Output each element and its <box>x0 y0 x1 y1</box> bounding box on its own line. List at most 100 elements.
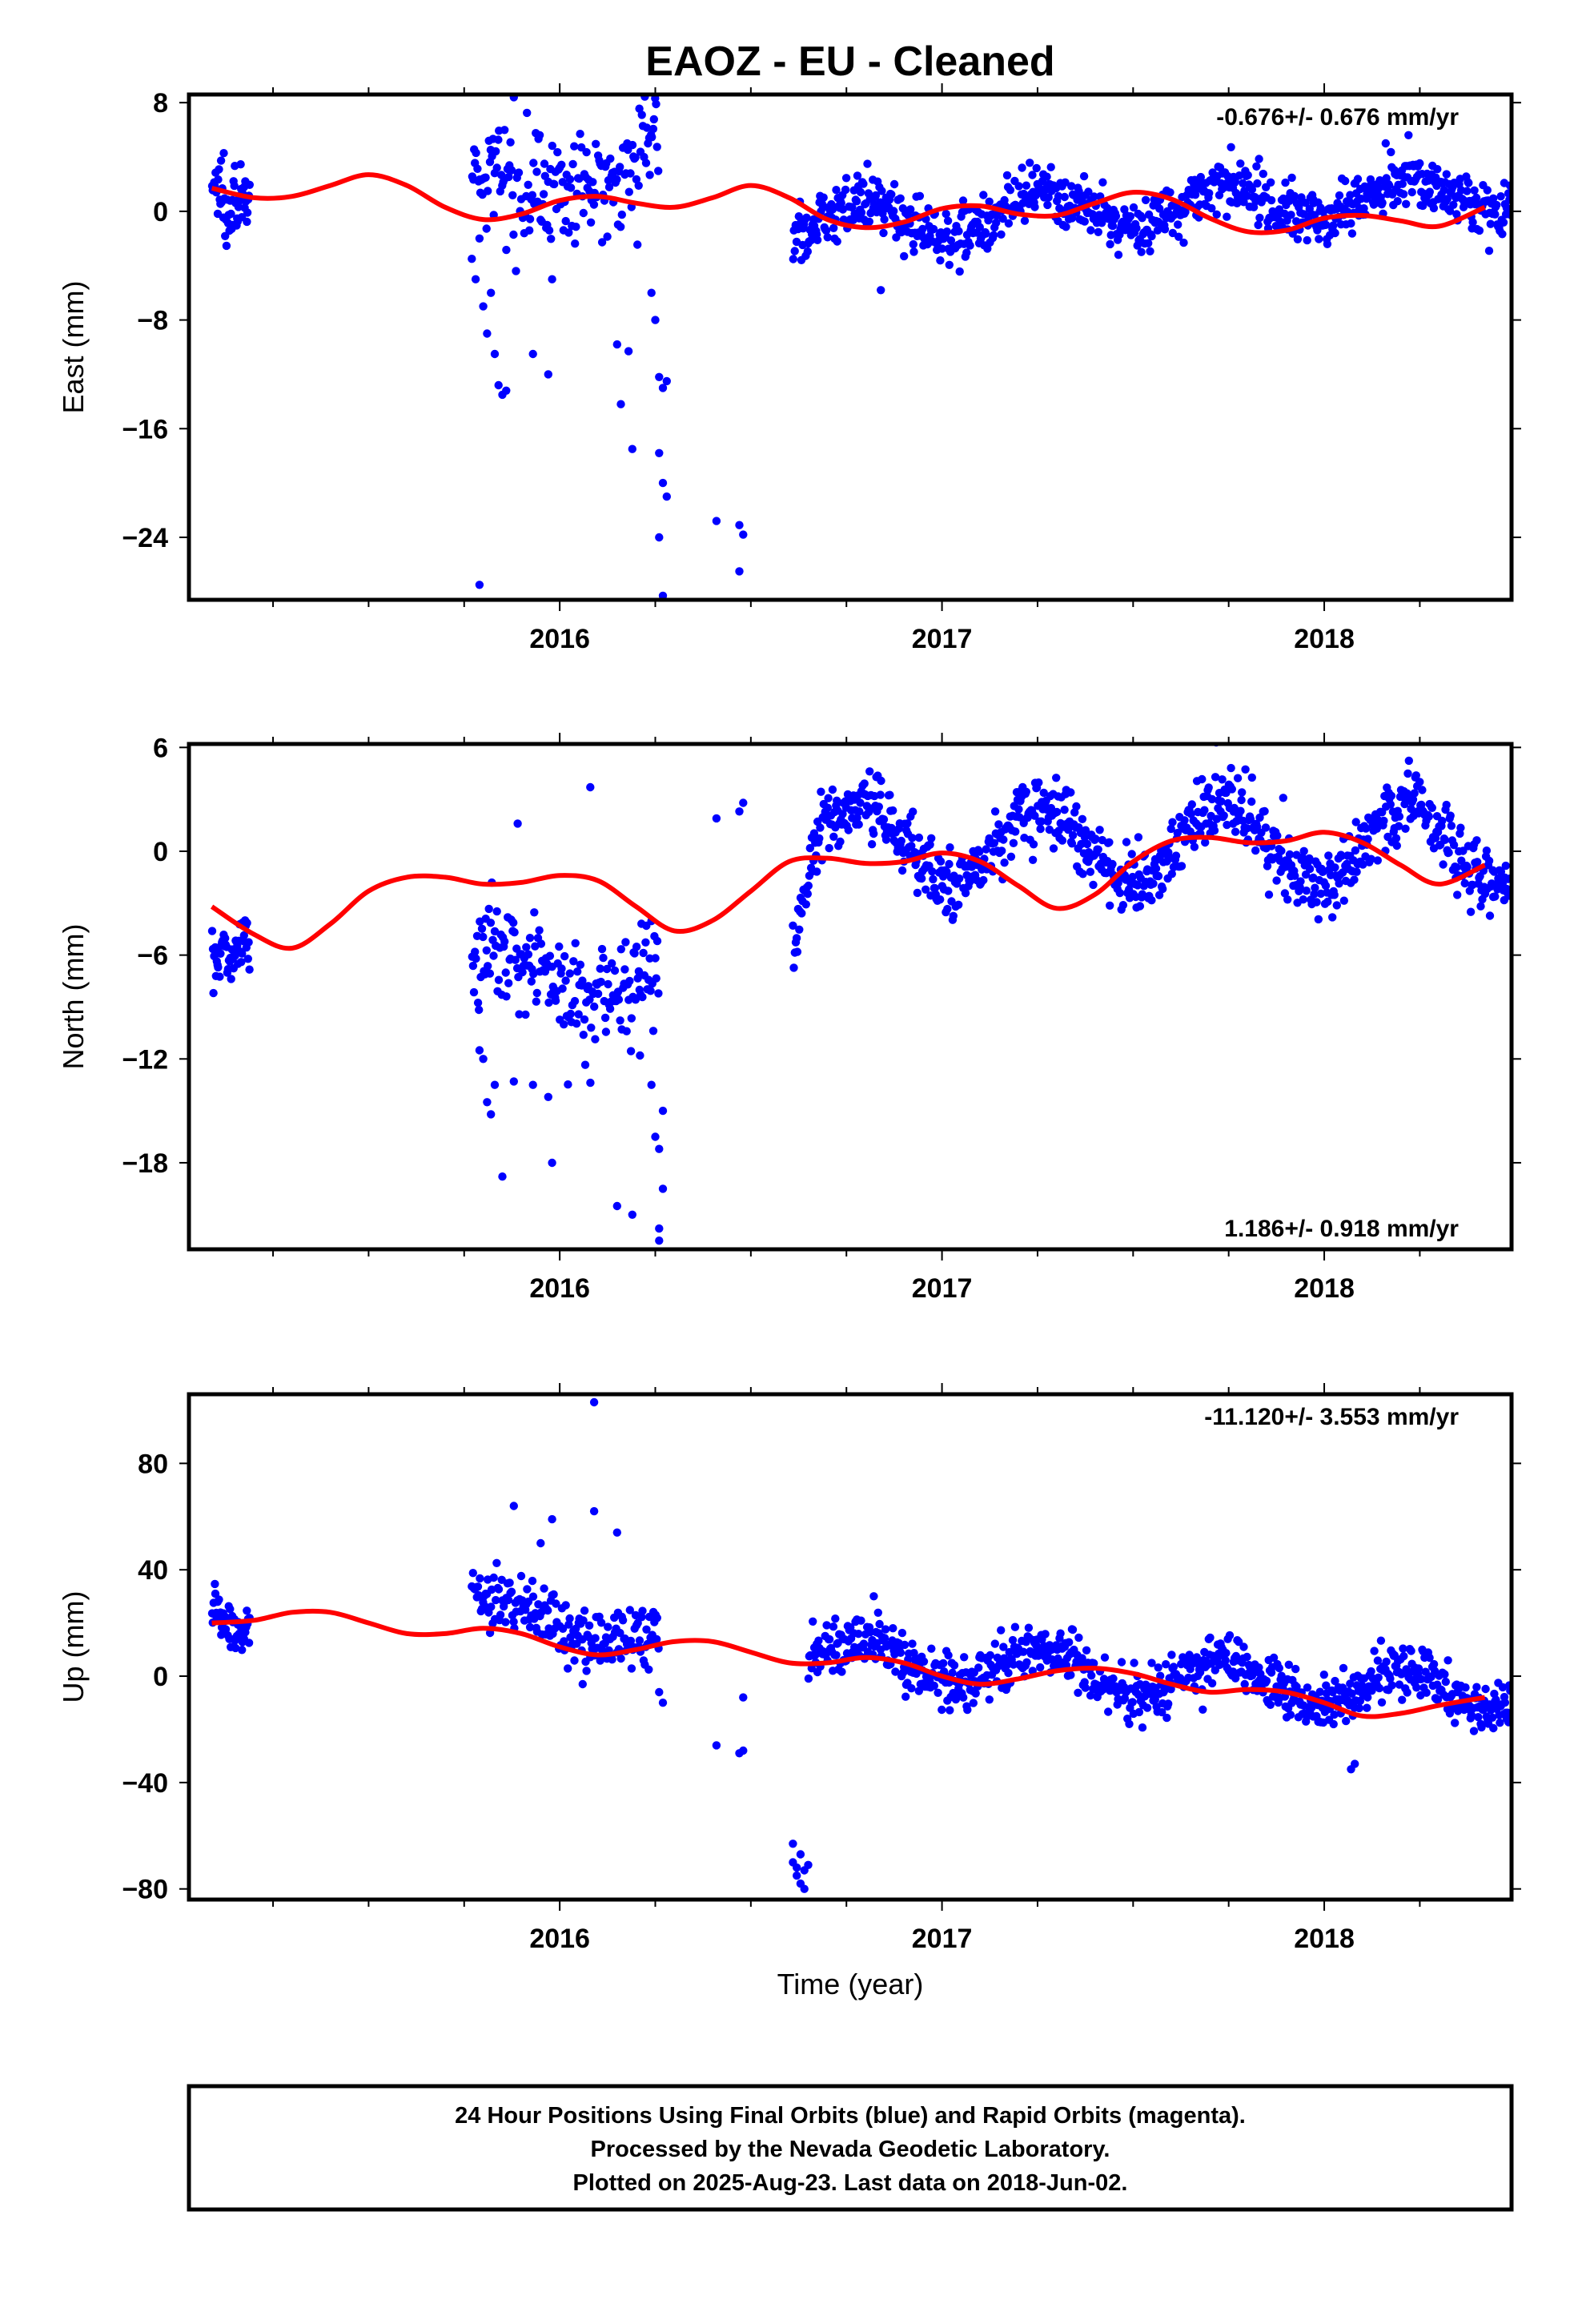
data-point <box>1122 838 1131 846</box>
data-point <box>975 847 984 856</box>
data-point <box>1269 1653 1279 1663</box>
data-point <box>492 907 501 916</box>
data-point <box>504 979 513 987</box>
data-point <box>1410 789 1419 798</box>
data-point <box>1128 872 1137 882</box>
data-point <box>896 1648 905 1657</box>
data-point <box>494 975 504 984</box>
footer-line-3: Plotted on 2025-Aug-23. Last data on 201… <box>573 2170 1128 2196</box>
data-point <box>1456 823 1465 832</box>
data-point <box>535 131 544 139</box>
data-point <box>1009 838 1018 848</box>
data-point <box>1253 179 1262 188</box>
data-point <box>580 1015 589 1024</box>
data-point <box>945 859 954 869</box>
data-point <box>1169 1663 1178 1671</box>
data-point <box>857 208 866 217</box>
data-point <box>1259 169 1268 179</box>
data-point <box>1440 835 1450 845</box>
data-point-outlier <box>509 1502 518 1510</box>
data-point <box>1080 217 1090 226</box>
data-point <box>817 787 825 796</box>
data-point <box>490 927 500 936</box>
data-point <box>596 964 604 973</box>
data-point <box>946 236 956 245</box>
data-point <box>1247 773 1257 782</box>
data-point <box>815 834 824 843</box>
data-point <box>863 159 872 168</box>
data-point <box>789 963 798 972</box>
data-point <box>1260 806 1269 816</box>
data-point <box>1151 864 1161 873</box>
data-point <box>216 949 225 959</box>
data-point <box>832 186 841 195</box>
data-point <box>1104 1707 1113 1716</box>
data-point <box>1381 139 1391 148</box>
data-point <box>1491 892 1500 901</box>
data-point <box>1439 186 1448 195</box>
data-point-outlier <box>735 521 744 529</box>
data-point <box>1168 818 1177 826</box>
data-point <box>238 1646 247 1655</box>
data-point <box>1087 1671 1096 1680</box>
panel-north: 6 0 −6 −12 −18 2016 2017 2018 North (mm) 1.186+/-… <box>57 733 1521 1304</box>
data-point <box>1236 159 1245 168</box>
data-point <box>880 215 889 224</box>
data-point <box>1174 220 1182 229</box>
data-point <box>914 833 924 842</box>
data-point <box>1418 786 1427 794</box>
data-point <box>245 965 254 974</box>
data-point <box>560 951 569 961</box>
data-point <box>231 1643 240 1653</box>
data-point <box>1279 794 1288 802</box>
figure-title: EAOZ - EU - Cleaned <box>645 38 1054 85</box>
data-point <box>616 945 625 954</box>
data-point <box>949 911 958 921</box>
data-point <box>509 1617 518 1626</box>
data-point <box>1482 846 1492 855</box>
data-point <box>214 175 223 184</box>
data-point <box>504 1595 513 1605</box>
data-point <box>591 1035 600 1043</box>
data-point <box>633 240 642 249</box>
data-point <box>566 1633 575 1642</box>
data-point <box>1211 773 1220 782</box>
data-point <box>597 238 607 247</box>
data-point <box>626 169 635 178</box>
data-point <box>829 832 838 842</box>
data-point <box>915 191 925 200</box>
data-point <box>584 1632 593 1642</box>
data-point <box>942 867 951 876</box>
data-point <box>1281 178 1290 187</box>
data-point <box>479 932 488 942</box>
data-point <box>565 175 575 184</box>
data-point <box>1399 190 1408 199</box>
data-point <box>1227 143 1235 151</box>
data-point <box>593 989 603 999</box>
data-point <box>889 179 899 189</box>
y-tick-label: −8 <box>137 306 168 336</box>
data-point <box>879 228 888 238</box>
data-point-outlier <box>658 1184 668 1193</box>
data-point <box>1355 1703 1364 1713</box>
data-point <box>1363 1703 1371 1712</box>
data-point <box>599 953 608 963</box>
data-point <box>1387 791 1396 800</box>
data-point <box>908 834 917 842</box>
data-point <box>1387 1681 1396 1690</box>
data-point <box>1022 787 1031 796</box>
data-point <box>1066 1671 1075 1679</box>
rate-label: 1.186+/- 0.918 mm/yr <box>1224 1216 1459 1242</box>
data-point-outlier <box>479 302 488 311</box>
data-point <box>1074 1633 1083 1642</box>
data-point <box>1449 200 1458 209</box>
data-point <box>1315 1687 1324 1696</box>
data-point <box>523 108 532 118</box>
data-point <box>1166 188 1174 197</box>
data-point <box>1449 841 1459 850</box>
data-point <box>227 209 235 219</box>
data-point <box>1285 850 1295 859</box>
data-point <box>1361 824 1371 833</box>
data-point <box>588 178 597 187</box>
data-point <box>1166 824 1175 834</box>
